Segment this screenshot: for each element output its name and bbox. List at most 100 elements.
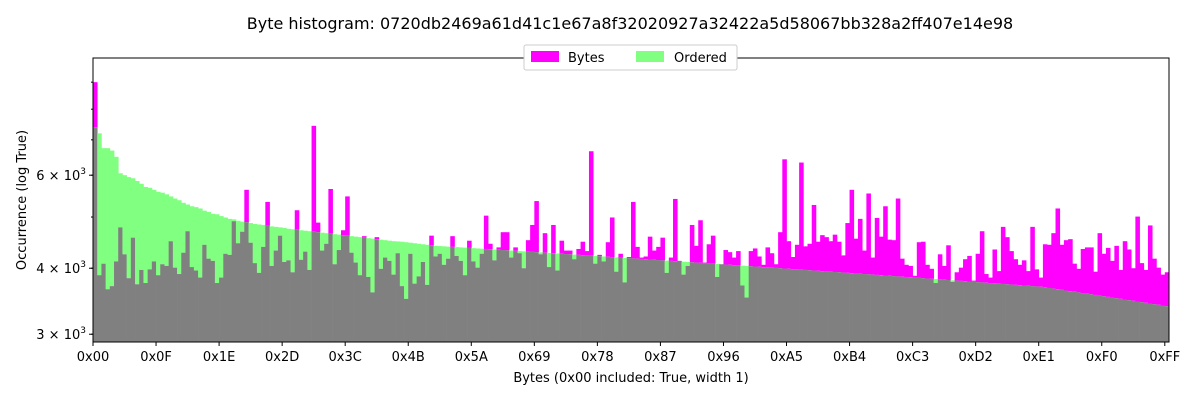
bar-excess-185: [870, 257, 876, 275]
bar-overlap-180: [849, 273, 855, 342]
bar-overlap-253: [1156, 304, 1161, 342]
bar-overlap-37: [248, 242, 254, 342]
bar-overlap-83: [441, 264, 447, 342]
bar-overlap-42: [269, 265, 275, 342]
bar-excess-196: [916, 242, 922, 278]
bar-overlap-211: [979, 282, 985, 342]
bar-overlap-105: [534, 252, 539, 342]
bar-excess-33: [231, 219, 237, 222]
bar-excess-218: [1009, 251, 1014, 285]
bar-excess-32: [227, 218, 233, 255]
bar-excess-175: [828, 241, 834, 272]
bar-excess-115: [576, 248, 581, 255]
bar-excess-201: [937, 254, 943, 280]
bar-overlap-188: [883, 275, 888, 342]
x-tick-label: 0xA5: [770, 350, 803, 365]
bar-overlap-64: [362, 237, 367, 342]
bar-excess-7: [122, 175, 127, 255]
bar-excess-213: [988, 277, 993, 284]
bar-excess-200: [933, 279, 939, 284]
bar-overlap-244: [1118, 298, 1124, 342]
bar-excess-106: [538, 252, 544, 255]
bar-overlap-234: [1076, 292, 1082, 342]
bar-overlap-45: [282, 262, 287, 342]
bar-excess-158: [757, 256, 762, 267]
bar-excess-157: [752, 248, 758, 267]
bar-excess-78: [420, 244, 426, 262]
bar-excess-216: [1000, 226, 1006, 284]
bar-overlap-238: [1093, 294, 1098, 342]
bar-excess-13: [147, 187, 153, 270]
bar-overlap-164: [782, 268, 787, 342]
bar-overlap-108: [546, 267, 552, 342]
bar-overlap-19: [172, 267, 178, 342]
bar-overlap-57: [332, 264, 338, 342]
bar-overlap-5: [114, 261, 119, 342]
bar-excess-12: [143, 186, 148, 284]
bar-excess-226: [1042, 244, 1048, 288]
bar-overlap-134: [656, 260, 661, 342]
bar-overlap-78: [420, 262, 426, 342]
bar-excess-119: [593, 255, 598, 264]
bar-overlap-213: [988, 283, 993, 342]
bar-overlap-89: [467, 247, 472, 342]
bar-excess-241: [1105, 247, 1111, 297]
bar-overlap-169: [803, 269, 808, 342]
bar-excess-160: [765, 247, 771, 268]
bar-overlap-90: [471, 261, 476, 342]
bar-overlap-149: [719, 264, 724, 342]
legend: Bytes Ordered: [523, 44, 738, 71]
bar-excess-167: [794, 244, 800, 270]
bar-excess-109: [551, 224, 556, 254]
bar-excess-110: [555, 253, 560, 271]
bar-excess-209: [971, 280, 976, 282]
bar-overlap-208: [967, 281, 972, 342]
bar-excess-104: [530, 224, 535, 252]
bar-excess-120: [597, 254, 602, 257]
bar-excess-250: [1143, 269, 1149, 303]
x-tick-label: 0xE1: [1022, 350, 1054, 365]
bar-overlap-3: [105, 289, 111, 342]
bar-excess-189: [887, 239, 892, 276]
bar-excess-215: [996, 271, 1002, 284]
bar-overlap-99: [509, 257, 514, 342]
bar-excess-171: [811, 204, 817, 271]
bar-overlap-50: [303, 251, 308, 342]
bar-overlap-148: [715, 276, 720, 342]
bar-excess-144: [698, 220, 703, 263]
bar-overlap-223: [1030, 286, 1035, 342]
bar-overlap-217: [1005, 284, 1010, 342]
bar-excess-68: [378, 239, 384, 269]
bar-excess-221: [1021, 260, 1027, 286]
bar-overlap-139: [677, 261, 682, 342]
bar-excess-17: [164, 194, 169, 266]
bar-overlap-56: [328, 233, 333, 342]
bar-overlap-242: [1110, 297, 1115, 342]
bar-excess-168: [799, 162, 804, 270]
bar-overlap-88: [462, 275, 468, 342]
bar-excess-60: [345, 196, 350, 236]
bar-overlap-91: [475, 267, 481, 342]
bar-overlap-143: [694, 262, 699, 342]
bar-excess-88: [462, 247, 468, 276]
bar-excess-19: [172, 198, 178, 268]
bar-overlap-147: [710, 263, 716, 342]
legend-label-ordered: Ordered: [674, 51, 727, 66]
bar-excess-43: [273, 226, 279, 251]
bar-excess-224: [1034, 269, 1040, 287]
bar-excess-103: [525, 240, 531, 252]
bar-overlap-189: [887, 275, 892, 342]
legend-box: [523, 44, 738, 71]
bar-overlap-79: [425, 284, 430, 342]
bar-excess-223: [1030, 226, 1035, 287]
bar-overlap-193: [904, 276, 909, 342]
bar-overlap-69: [383, 257, 388, 342]
bar-excess-191: [895, 198, 901, 277]
bar-excess-129: [635, 246, 640, 259]
bar-overlap-75: [408, 253, 413, 342]
bar-excess-146: [706, 244, 712, 264]
bar-overlap-226: [1042, 287, 1048, 342]
bar-excess-74: [404, 242, 409, 299]
bar-excess-52: [311, 125, 317, 232]
bar-excess-202: [942, 265, 947, 280]
